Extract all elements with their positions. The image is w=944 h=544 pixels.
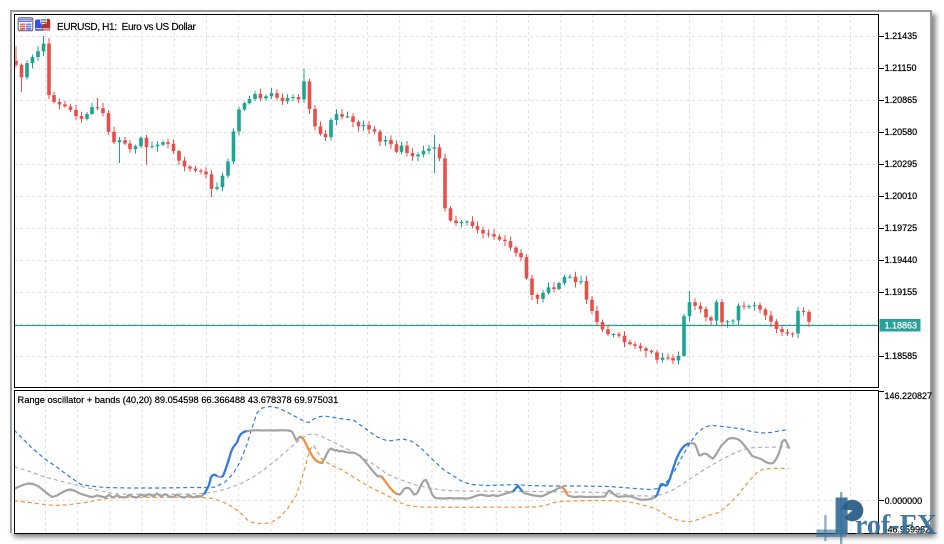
svg-text:1.19155: 1.19155 xyxy=(885,287,918,297)
svg-text:1.19440: 1.19440 xyxy=(885,255,918,265)
svg-text:146.220827: 146.220827 xyxy=(885,391,933,401)
svg-text:1.20295: 1.20295 xyxy=(885,159,918,169)
svg-text:0.000000: 0.000000 xyxy=(885,496,923,506)
svg-text:-46.959962: -46.959962 xyxy=(885,525,931,535)
svg-text:rof-FX: rof-FX xyxy=(855,510,937,541)
svg-text:1.20580: 1.20580 xyxy=(885,127,918,137)
svg-text:1.20010: 1.20010 xyxy=(885,191,918,201)
svg-text:1.18863: 1.18863 xyxy=(885,320,918,330)
svg-text:EURUSD, H1: Euro vs US Dollar: EURUSD, H1: Euro vs US Dollar xyxy=(57,22,196,33)
svg-text:1.20865: 1.20865 xyxy=(885,95,918,105)
svg-text:1.18585: 1.18585 xyxy=(885,351,918,361)
svg-text:1.19725: 1.19725 xyxy=(885,223,918,233)
svg-text:1.21435: 1.21435 xyxy=(885,31,918,41)
svg-text:1.21150: 1.21150 xyxy=(885,63,917,73)
svg-text:Range oscillator + bands (40,2: Range oscillator + bands (40,20) 89.0545… xyxy=(18,395,339,405)
